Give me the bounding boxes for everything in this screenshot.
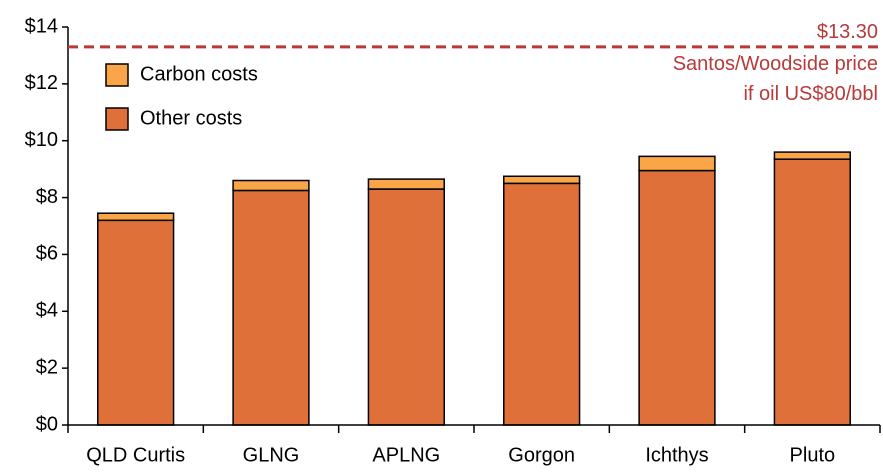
legend-label: Carbon costs	[140, 63, 258, 85]
legend-swatch	[105, 107, 129, 131]
y-tick-label: $8	[36, 186, 58, 208]
bar-segment	[97, 212, 175, 222]
bar-segment	[773, 151, 851, 160]
bar-segment	[503, 175, 581, 185]
legend-label: Other costs	[140, 107, 242, 129]
x-tick-label: APLNG	[372, 444, 440, 466]
bar-segment	[232, 179, 310, 192]
bar-segment	[97, 219, 175, 426]
x-tick-label: Gorgon	[508, 444, 575, 466]
x-tick-label: Pluto	[790, 444, 836, 466]
bar-segment	[773, 158, 851, 426]
legend-swatch	[105, 63, 129, 87]
x-tick-label: Ichthys	[645, 444, 708, 466]
y-tick-label: $4	[36, 300, 58, 322]
bar-segment	[232, 189, 310, 426]
bar-segment	[367, 188, 445, 426]
y-tick-label: $14	[25, 15, 58, 37]
bar-segment	[503, 182, 581, 426]
y-tick-label: $2	[36, 356, 58, 378]
bar-segment	[638, 169, 716, 426]
x-tick-label: QLD Curtis	[86, 444, 185, 466]
reference-text: if oil US$80/bbl	[743, 83, 878, 105]
y-tick-label: $10	[25, 129, 58, 151]
reference-label: $13.30	[817, 21, 878, 43]
y-tick-label: $6	[36, 243, 58, 265]
x-tick-label: GLNG	[243, 444, 300, 466]
reference-text: Santos/Woodside price	[673, 53, 878, 75]
y-tick-label: $0	[36, 413, 58, 435]
bar-segment	[638, 155, 716, 172]
bar-segment	[367, 178, 445, 190]
y-tick-label: $12	[25, 72, 58, 94]
